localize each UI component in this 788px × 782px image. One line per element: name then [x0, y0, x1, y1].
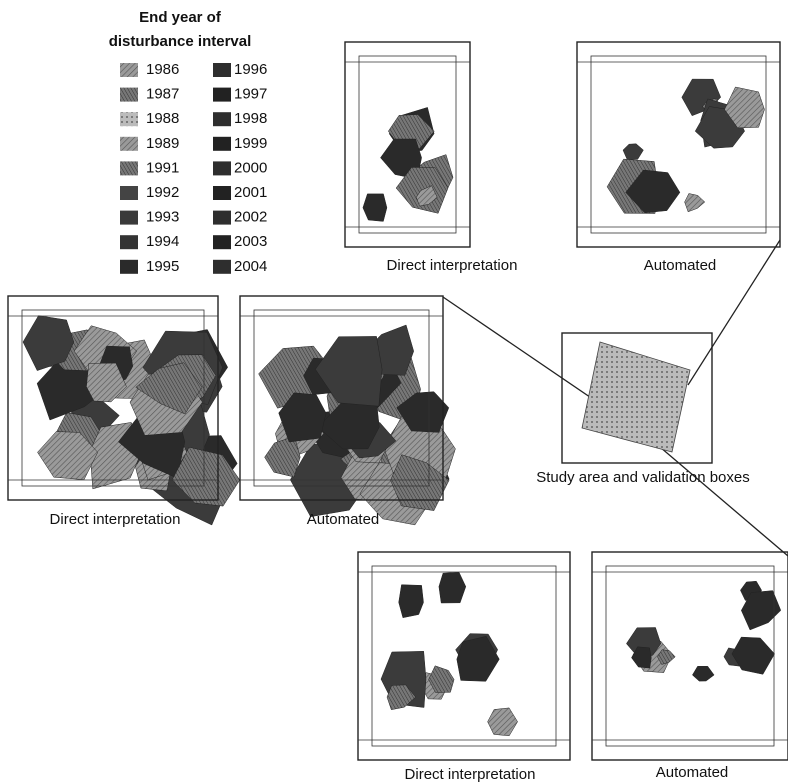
- legend-label: 1997: [234, 86, 267, 103]
- panel-caption: Direct interpretation: [50, 511, 181, 528]
- legend-label: 1991: [146, 159, 179, 176]
- disturbance-patch: [315, 336, 382, 406]
- legend-label: 1989: [146, 135, 179, 152]
- legend: 1986 1987 1988 1989 1991 1992 1993 1994 1995 1996…: [120, 61, 267, 275]
- legend-swatch: [120, 112, 138, 126]
- disturbance-patch: [732, 637, 775, 674]
- connector: [443, 297, 606, 408]
- legend-label: 1996: [234, 61, 267, 78]
- legend-swatch: [213, 186, 231, 200]
- panel-caption: Direct interpretation: [405, 766, 536, 782]
- panel-inner: [591, 56, 766, 233]
- legend-label: 2001: [234, 184, 267, 201]
- legend-swatch: [213, 112, 231, 126]
- disturbance-patch: [692, 666, 714, 681]
- panel-caption: Automated: [644, 257, 717, 274]
- map-panel: Automated: [240, 296, 455, 528]
- legend-swatch: [213, 137, 231, 151]
- map-panel: Automated: [592, 552, 788, 781]
- legend-label: 1995: [146, 258, 179, 275]
- legend-swatch: [120, 137, 138, 151]
- study-area-caption: Study area and validation boxes: [536, 469, 749, 486]
- legend-swatch: [120, 63, 138, 77]
- disturbance-patch: [439, 572, 466, 603]
- disturbance-patch: [488, 708, 518, 736]
- legend-label: 1987: [146, 86, 179, 103]
- legend-swatch: [120, 235, 138, 249]
- study-area: [582, 342, 690, 452]
- panel-frame: [577, 42, 780, 247]
- legend-label: 2000: [234, 159, 267, 176]
- legend-label: 1999: [234, 135, 267, 152]
- disturbance-patch: [685, 194, 705, 212]
- legend-title: disturbance interval: [109, 33, 252, 50]
- map-panel: Direct interpretation: [345, 42, 517, 274]
- legend-swatch: [120, 88, 138, 102]
- map-panel: Direct interpretation: [8, 296, 240, 528]
- legend-swatch: [120, 211, 138, 225]
- legend-label: 1988: [146, 110, 179, 127]
- legend-swatch: [120, 186, 138, 200]
- legend-label: 1992: [146, 184, 179, 201]
- figure: End year of disturbance interval 1986198…: [0, 0, 788, 782]
- legend-swatch: [213, 260, 231, 274]
- disturbance-patch: [265, 436, 301, 477]
- legend-swatch: [120, 260, 138, 274]
- legend-title: End year of: [139, 9, 222, 26]
- legend-label: 2002: [234, 209, 267, 226]
- legend-label: 1986: [146, 61, 179, 78]
- legend-label: 2003: [234, 233, 267, 250]
- map-panel: Automated: [577, 42, 780, 274]
- legend-swatch: [213, 161, 231, 175]
- legend-swatch: [120, 161, 138, 175]
- legend-swatch: [213, 88, 231, 102]
- panel-caption: Automated: [656, 764, 729, 781]
- panel-caption: Direct interpretation: [387, 257, 518, 274]
- legend-label: 2004: [234, 258, 267, 275]
- disturbance-patch: [623, 144, 643, 160]
- legend-label: 1998: [234, 110, 267, 127]
- legend-swatch: [213, 235, 231, 249]
- legend-label: 1994: [146, 233, 179, 250]
- map-panel: Direct interpretation: [358, 552, 570, 782]
- legend-swatch: [213, 211, 231, 225]
- disturbance-patch: [363, 194, 387, 222]
- legend-swatch: [213, 63, 231, 77]
- legend-label: 1993: [146, 209, 179, 226]
- panel-caption: Automated: [307, 511, 380, 528]
- disturbance-patch: [399, 585, 424, 618]
